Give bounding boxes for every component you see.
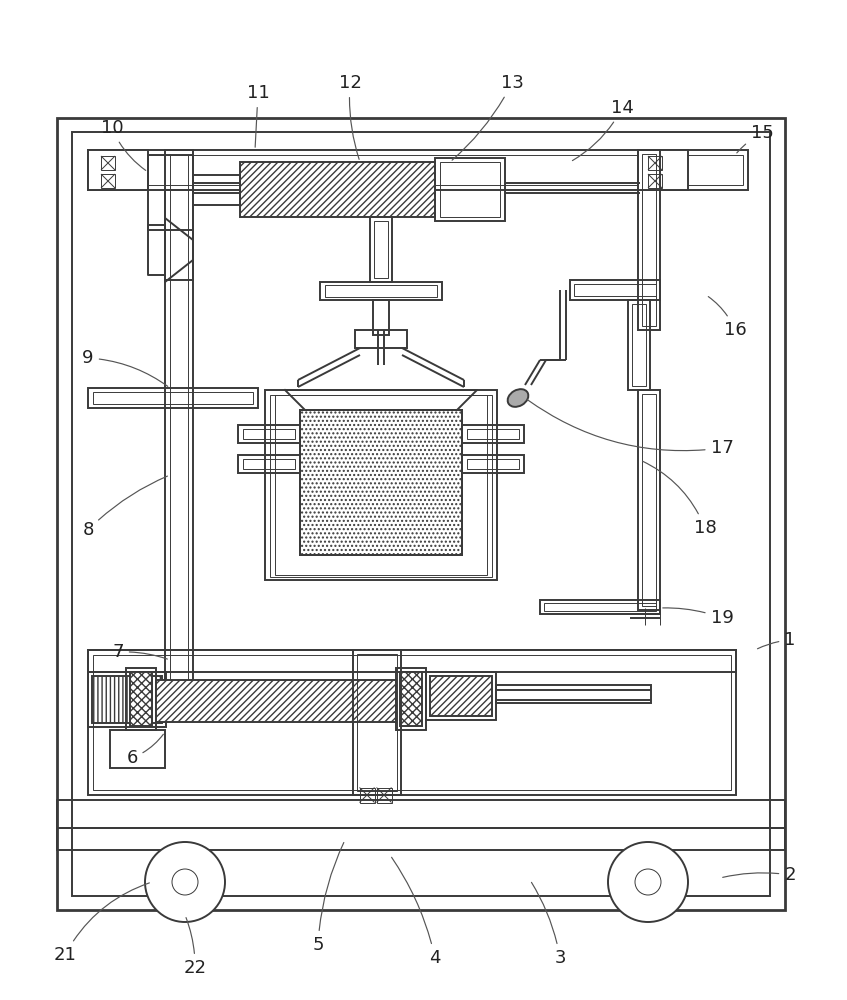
Bar (92, 676, 162, 723)
Bar (126, 668, 156, 730)
Text: 18: 18 (643, 461, 717, 537)
Text: 4: 4 (391, 857, 440, 967)
Bar (88, 150, 748, 190)
Bar (544, 603, 656, 611)
Bar (426, 672, 496, 720)
Bar (400, 672, 422, 726)
Bar (88, 650, 736, 672)
Bar (88, 672, 166, 727)
Bar (462, 455, 524, 473)
Bar (130, 672, 152, 726)
Bar (88, 388, 258, 408)
Bar (170, 155, 188, 695)
Bar (165, 190, 193, 280)
Text: 3: 3 (531, 882, 566, 967)
Bar (88, 650, 736, 795)
Text: 11: 11 (246, 84, 269, 147)
Bar (440, 162, 500, 217)
Bar (165, 150, 193, 700)
Text: 9: 9 (82, 349, 168, 386)
Bar (72, 132, 770, 896)
Text: 12: 12 (339, 74, 362, 159)
Bar (93, 155, 743, 185)
Text: 14: 14 (573, 99, 634, 161)
Bar (467, 429, 519, 439)
Circle shape (635, 869, 661, 895)
Bar (632, 304, 646, 386)
Bar (320, 282, 442, 300)
Bar (238, 455, 300, 473)
Text: 2: 2 (722, 866, 795, 884)
Bar (373, 300, 389, 335)
Circle shape (145, 842, 225, 922)
Text: 7: 7 (113, 643, 168, 661)
Text: 16: 16 (708, 297, 746, 339)
Circle shape (172, 869, 198, 895)
Bar (638, 150, 688, 190)
Text: 6: 6 (126, 734, 163, 767)
Bar (240, 162, 435, 217)
Bar (642, 394, 656, 606)
Bar (93, 655, 731, 790)
Text: 10: 10 (101, 119, 146, 170)
Bar (238, 425, 300, 443)
Bar (574, 284, 656, 296)
Text: 13: 13 (452, 74, 523, 160)
Bar (357, 654, 397, 791)
Bar (265, 390, 497, 580)
Text: 15: 15 (737, 124, 773, 153)
Bar (396, 668, 426, 730)
Bar (638, 390, 660, 610)
Bar (462, 425, 524, 443)
Bar (359, 788, 374, 802)
Text: 21: 21 (53, 883, 149, 964)
Circle shape (608, 842, 688, 922)
Bar (435, 158, 505, 221)
Bar (430, 676, 492, 716)
Ellipse shape (507, 389, 529, 407)
Bar (355, 330, 407, 348)
Bar (370, 217, 392, 282)
Bar (57, 118, 785, 910)
Bar (110, 730, 165, 768)
Bar (496, 685, 651, 703)
Bar (243, 429, 295, 439)
Bar (57, 828, 785, 850)
Text: 17: 17 (527, 400, 734, 457)
Text: 8: 8 (82, 476, 168, 539)
Text: 5: 5 (313, 843, 344, 954)
Bar (628, 300, 650, 390)
Bar (648, 156, 662, 170)
Bar (156, 680, 396, 722)
Bar (648, 174, 662, 188)
Bar (57, 800, 785, 828)
Bar (353, 650, 401, 795)
Bar (148, 155, 193, 230)
Bar (243, 459, 295, 469)
Bar (300, 410, 462, 555)
Bar (270, 395, 492, 577)
Bar (642, 154, 656, 326)
Bar (540, 600, 660, 614)
Bar (638, 150, 660, 330)
Bar (467, 459, 519, 469)
Bar (325, 285, 437, 297)
Bar (101, 156, 115, 170)
Bar (570, 280, 660, 300)
Bar (193, 175, 240, 205)
Bar (101, 174, 115, 188)
Text: 22: 22 (184, 918, 207, 977)
Text: 19: 19 (662, 608, 734, 627)
Bar (374, 221, 388, 278)
Bar (300, 410, 462, 555)
Bar (275, 395, 487, 575)
Bar (377, 788, 391, 802)
Bar (88, 150, 148, 190)
Bar (93, 392, 253, 404)
Text: 1: 1 (757, 631, 795, 649)
